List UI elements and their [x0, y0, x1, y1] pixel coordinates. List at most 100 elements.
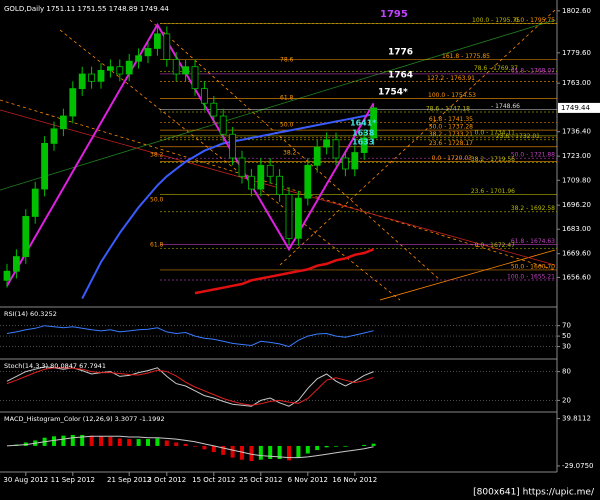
candle-body	[341, 157, 349, 170]
histogram-bar	[277, 445, 282, 459]
histogram-bar	[183, 443, 188, 446]
histogram-bar	[52, 436, 56, 446]
candle-body	[144, 48, 152, 57]
histogram-bar	[117, 438, 122, 446]
target-label: 1638	[352, 129, 375, 138]
histogram-bar	[268, 445, 273, 459]
histogram-bar	[70, 434, 75, 446]
candle-body	[182, 66, 190, 75]
fib-label: 61.8 - 1674.63	[511, 238, 555, 245]
fib-label: 78.6 - 1769.37	[474, 65, 518, 72]
candle-body	[210, 102, 218, 117]
fib-mark: 38.2	[150, 152, 164, 159]
series-line	[6, 435, 374, 459]
y-tick-label: 20	[562, 396, 571, 404]
y-tick-label: 39.8112	[562, 415, 591, 423]
y-tick-label: 80	[562, 368, 571, 376]
y-tick-label: 1779.60	[562, 49, 591, 57]
candle-body	[22, 216, 30, 258]
histogram-bar	[249, 445, 254, 462]
histogram-bar	[221, 445, 226, 455]
y-tick-label: 30	[562, 343, 571, 351]
trend-line	[149, 19, 441, 281]
series-line	[81, 113, 374, 300]
candle-body	[31, 188, 39, 217]
candle-body	[238, 157, 246, 177]
candle-body	[304, 164, 312, 199]
target-label: 1795	[380, 9, 408, 20]
candle-body	[332, 139, 340, 159]
x-tick-label: 3 Oct 2012	[147, 476, 186, 484]
y-tick-label: -29.0750	[562, 462, 593, 470]
target-label: 1754*	[378, 88, 408, 98]
y-tick-label: 50	[562, 332, 571, 340]
x-tick-label: 21 Sep 2012	[107, 476, 151, 484]
y-tick-label: 70	[562, 322, 571, 330]
y-tick-label: 1709.80	[562, 176, 591, 184]
histogram-bar	[127, 439, 132, 446]
candle-body	[229, 133, 237, 159]
candle-body	[191, 66, 199, 90]
candle-body	[41, 143, 48, 190]
candle-body	[107, 66, 114, 71]
histogram-bar	[202, 445, 207, 450]
y-tick-label: 1669.60	[562, 250, 591, 258]
fib-label: 23.6 - 1732.01	[496, 133, 540, 140]
fib-label: 0.0 - 1734.11	[475, 129, 516, 136]
y-tick-label: 1723.00	[562, 152, 591, 160]
histogram-bar	[287, 445, 291, 461]
candle-body	[360, 137, 368, 153]
candle-body	[3, 270, 11, 281]
candle-body	[88, 73, 95, 82]
histogram-bar	[230, 445, 235, 458]
histogram-bar	[99, 436, 103, 446]
histogram-bar	[136, 439, 141, 446]
histogram-bar	[80, 434, 85, 446]
candle-body	[172, 59, 180, 75]
fib-mark: 61.8	[280, 95, 294, 102]
target-label: 1764	[388, 71, 413, 81]
candle-body	[97, 69, 105, 82]
fib-mark: 38.2	[283, 150, 297, 157]
y-tick-label: 1763.00	[562, 79, 591, 87]
series-line	[6, 325, 374, 348]
fib-label: 61.8 - 1741.35	[429, 116, 473, 123]
fib-mark: 78.6	[280, 57, 294, 64]
x-tick-label: 16 Nov 2012	[332, 476, 377, 484]
x-tick-label: 30 Aug 2012	[3, 476, 48, 484]
y-tick-label: 1802.60	[562, 7, 591, 15]
candle-body	[323, 139, 331, 148]
target-label: 1641*	[350, 119, 377, 128]
candle-body	[135, 55, 143, 62]
fib-label: 38.2 - 1733.21	[429, 131, 473, 138]
last-price-label: 1749.44	[561, 104, 590, 112]
candle-body	[69, 88, 77, 117]
histogram-bar	[240, 445, 244, 460]
candle-body	[257, 164, 265, 190]
candle-body	[200, 88, 208, 104]
candle-body	[266, 164, 274, 177]
channel-line	[0, 19, 556, 191]
fib-label: 0.0 - 1795.75	[515, 17, 556, 24]
candle-body	[60, 115, 67, 130]
fib-label: 23.6 - 1728.17	[429, 140, 473, 147]
histogram-bar	[89, 435, 94, 446]
fib-label: 50.0 - 1721.88	[511, 152, 555, 159]
histogram-bar	[362, 444, 367, 446]
fib-label: 0.0 - 1720.03	[432, 155, 473, 162]
candle-body	[50, 128, 58, 144]
x-tick-label: 6 Nov 2012	[288, 476, 328, 484]
candle-body	[247, 175, 255, 190]
histogram-bar	[343, 445, 348, 447]
fib-label: - 1748.66	[491, 103, 520, 110]
histogram-bar	[324, 445, 329, 448]
fib-mark: 61.8	[150, 242, 164, 249]
watermark: [800x641] https://upic.me/	[473, 488, 595, 498]
panel-title: Stoch(14,3,3) 80.0847 67.7941	[4, 362, 106, 370]
fib-label: 127.2 - 1763.91	[427, 75, 475, 82]
histogram-bar	[211, 445, 216, 453]
histogram-bar	[258, 445, 263, 460]
x-tick-label: 15 Oct 2012	[192, 476, 235, 484]
histogram-bar	[334, 445, 338, 447]
